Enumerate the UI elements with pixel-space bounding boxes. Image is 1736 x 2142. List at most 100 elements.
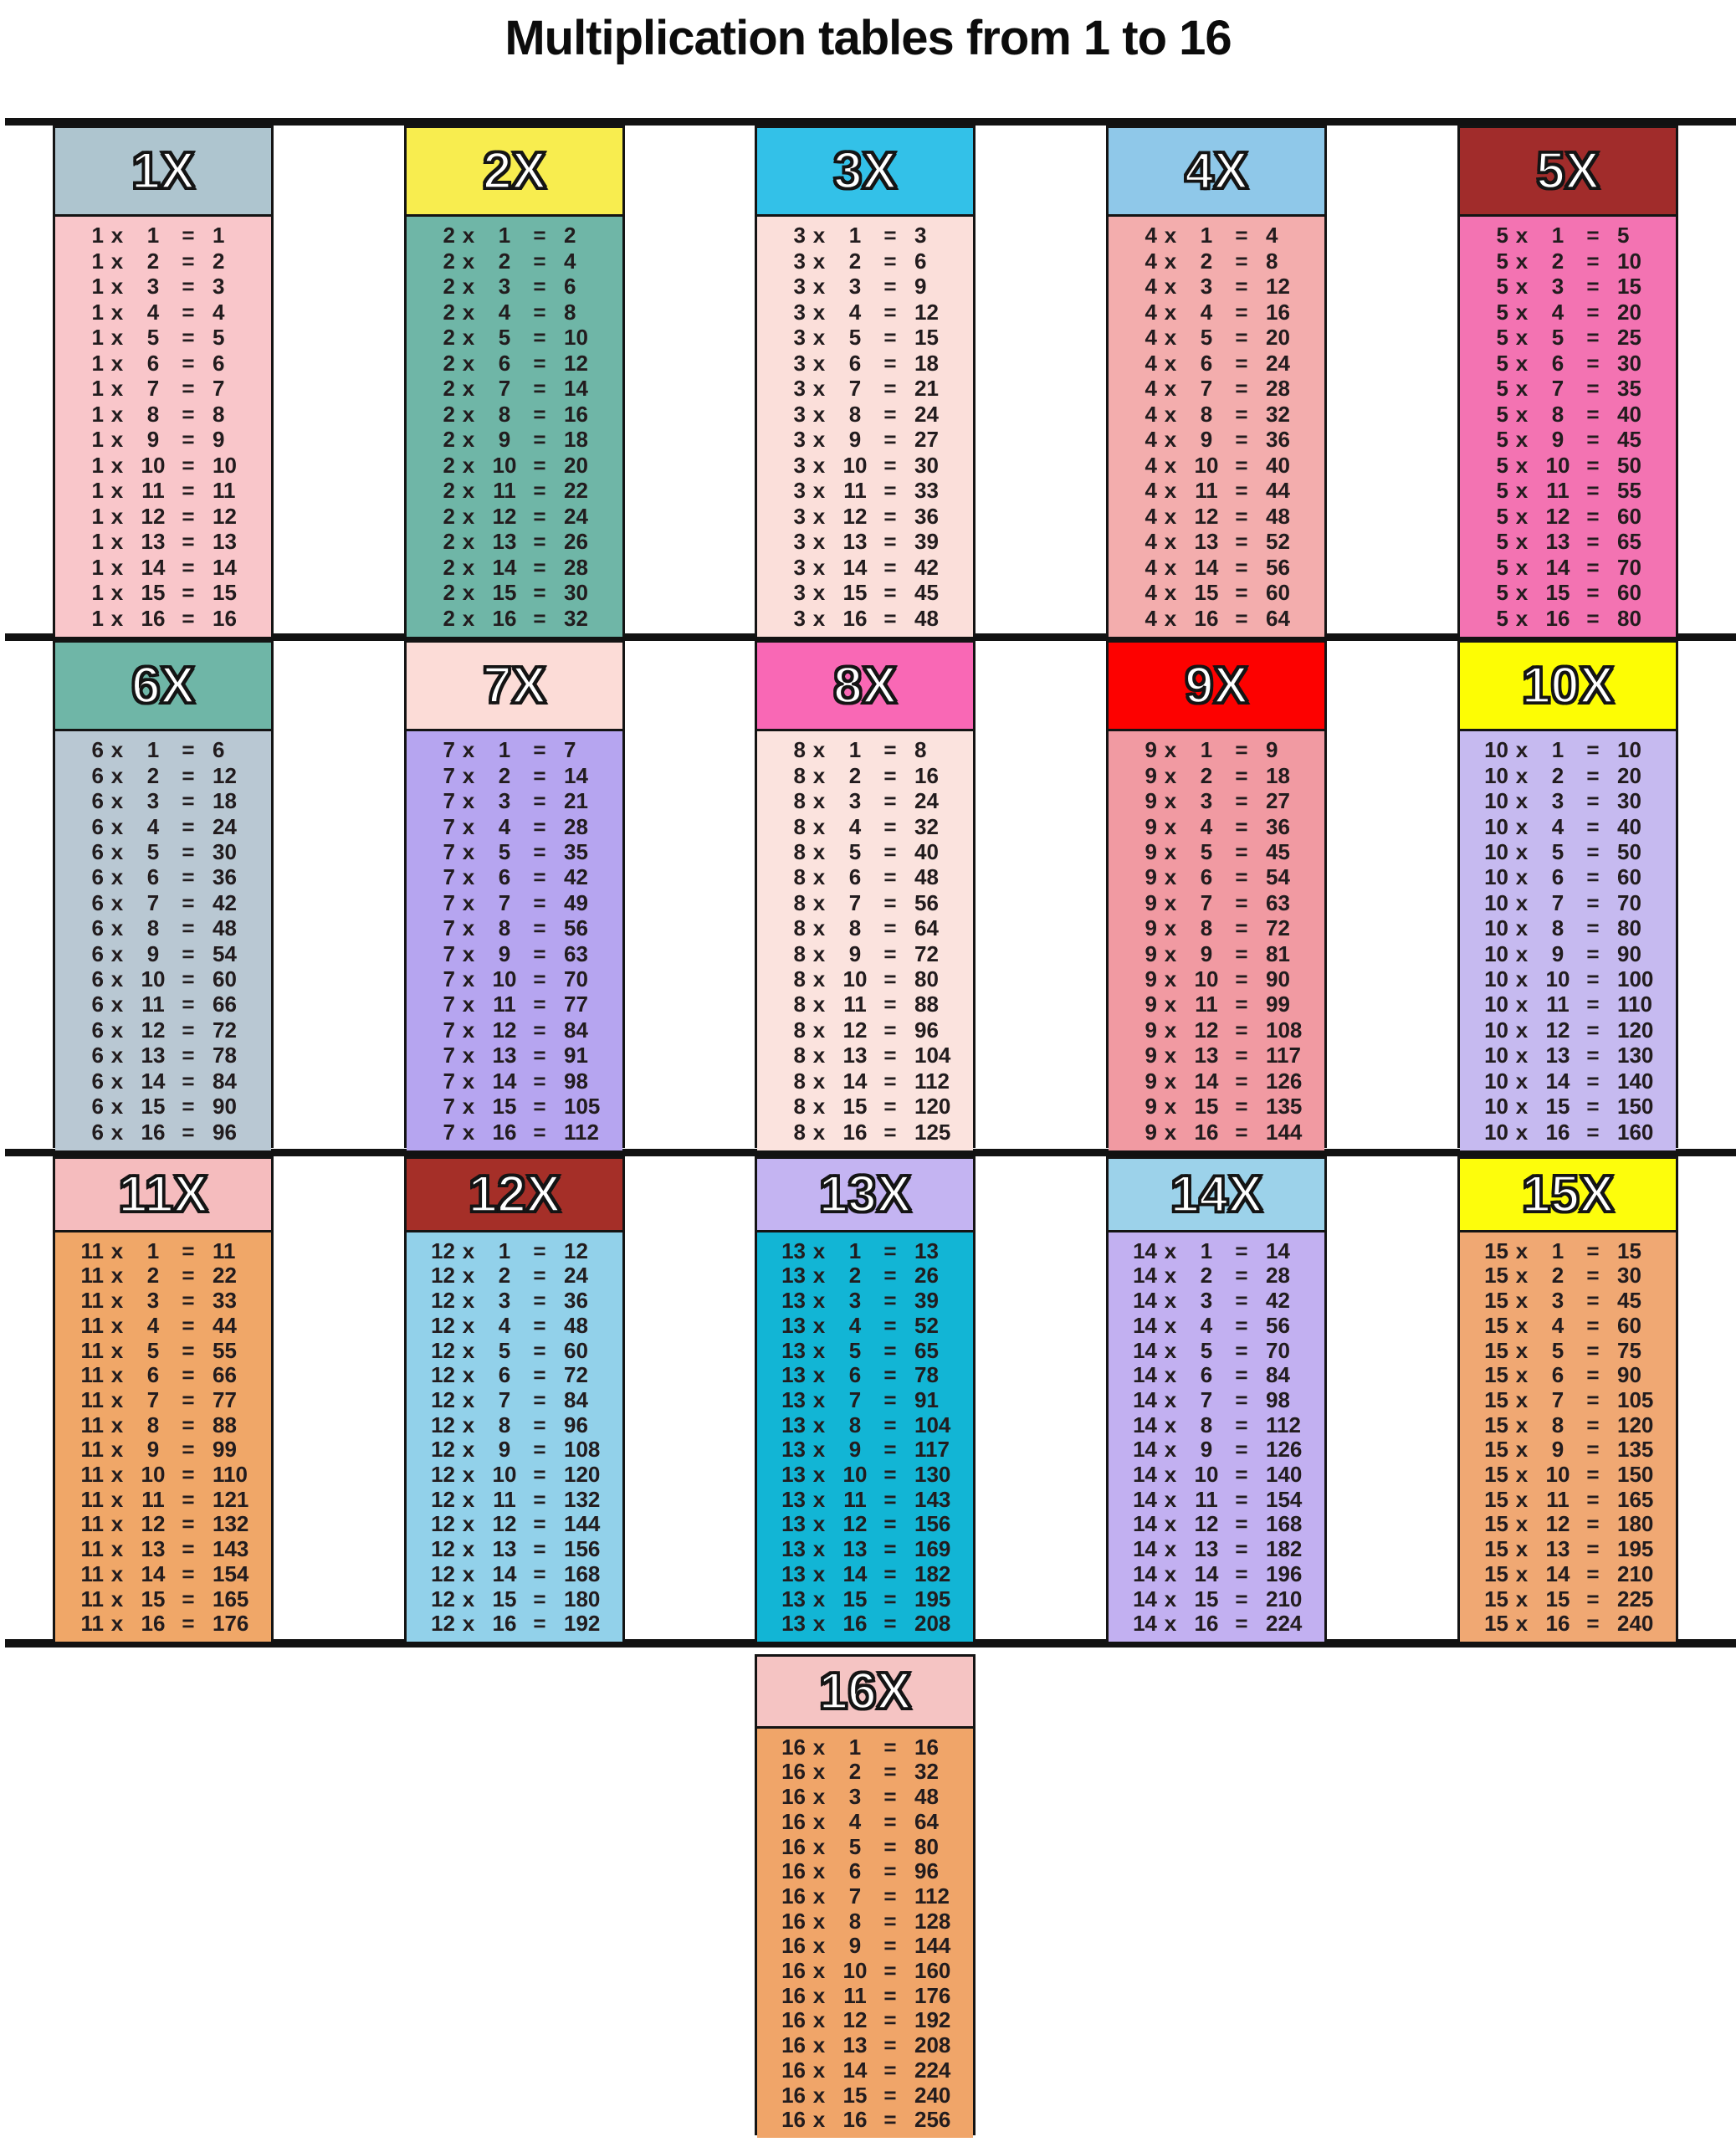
equation-f2: 11: [843, 992, 867, 1017]
equation-prod: 15: [213, 580, 237, 606]
equation-eqs: =: [533, 737, 546, 763]
equation-row: 9 x 6 = 54: [1122, 866, 1321, 888]
equation-f2: 4: [1200, 813, 1213, 839]
equation-op: x: [462, 248, 475, 274]
equation-prod: 60: [564, 1337, 588, 1363]
equation-prod: 72: [1266, 915, 1290, 941]
equation-f1: 11: [80, 1586, 105, 1612]
equation-f1: 5: [1496, 427, 1508, 453]
equation-f1: 12: [431, 1536, 455, 1562]
equation-row: 5 x 8 = 40: [1473, 403, 1672, 425]
equation-f1: 9: [1145, 1068, 1157, 1094]
equation-eqs: =: [182, 1386, 195, 1412]
equation-f1: 4: [1145, 478, 1157, 504]
equation-row: 11 x 13 = 143: [69, 1538, 268, 1560]
equation-prod: 154: [1266, 1486, 1303, 1512]
equation-op: x: [1515, 1412, 1529, 1437]
equation-op: x: [110, 401, 124, 427]
equation-op: x: [812, 1784, 826, 1810]
table-header-label: 4X: [1109, 128, 1324, 217]
equation-op: x: [812, 274, 826, 300]
equation-f1: 14: [1133, 1511, 1157, 1537]
equation-prod: 24: [564, 1263, 588, 1289]
equation-eqs: =: [182, 452, 195, 478]
equation-eqs: =: [1586, 1288, 1600, 1314]
equation-row: 4 x 13 = 52: [1122, 530, 1321, 552]
equation-f1: 11: [80, 1486, 105, 1512]
equation-f2: 14: [141, 1068, 166, 1094]
equation-prod: 84: [564, 1017, 588, 1043]
equation-op: x: [812, 2057, 826, 2083]
equation-eqs: =: [883, 1784, 897, 1810]
equation-eqs: =: [1235, 350, 1248, 376]
equation-prod: 96: [213, 1119, 237, 1145]
equation-f1: 9: [1145, 889, 1157, 915]
equation-prod: 27: [1266, 788, 1290, 814]
equation-prod: 32: [564, 605, 588, 631]
equation-op: x: [110, 1486, 124, 1512]
equation-eqs: =: [883, 1982, 897, 2008]
equation-f1: 11: [80, 1511, 105, 1537]
equation-eqs: =: [1235, 1337, 1248, 1363]
equation-f1: 14: [1133, 1462, 1157, 1488]
equation-eqs: =: [883, 248, 897, 274]
equation-eqs: =: [883, 376, 897, 402]
equation-eqs: =: [1586, 1611, 1600, 1637]
equation-f2: 1: [498, 223, 511, 249]
equation-op: x: [1515, 605, 1529, 631]
equation-op: x: [812, 1759, 826, 1785]
equation-f1: 14: [1133, 1536, 1157, 1562]
equation-f1: 14: [1133, 1437, 1157, 1463]
equation-row: 11 x 14 = 154: [69, 1563, 268, 1585]
equation-eqs: =: [1235, 1263, 1248, 1289]
equation-op: x: [110, 1068, 124, 1094]
equation-prod: 70: [1617, 889, 1641, 915]
equation-prod: 48: [564, 1312, 588, 1338]
equation-f2: 15: [492, 1094, 517, 1120]
table-body: 5 x 1 = 5 5 x 2 = 10 5 x 3 = 15 5 x 4 = 20 5 x 5 = 25 5 x 6 = 30 5 x 7 = 3…: [1460, 217, 1676, 637]
equation-f2: 8: [848, 1412, 862, 1437]
equation-eqs: =: [533, 1586, 546, 1612]
equation-eqs: =: [533, 839, 546, 865]
equation-prod: 120: [1617, 1017, 1654, 1043]
equation-prod: 56: [1266, 554, 1290, 580]
equation-f1: 9: [1145, 1017, 1157, 1043]
equation-f1: 10: [1484, 788, 1508, 814]
equation-op: x: [1515, 376, 1529, 402]
equation-prod: 65: [914, 1337, 939, 1363]
equation-op: x: [462, 1263, 475, 1289]
equation-f1: 6: [91, 737, 104, 763]
equation-prod: 28: [1266, 1263, 1290, 1289]
equation-op: x: [1164, 1386, 1177, 1412]
equation-op: x: [462, 554, 475, 580]
equation-prod: 180: [564, 1586, 601, 1612]
equation-row: 13 x 13 = 169: [771, 1538, 970, 1560]
equation-op: x: [812, 889, 826, 915]
equation-f1: 3: [793, 376, 806, 402]
separator-line-3: [5, 1149, 1736, 1156]
equation-op: x: [812, 813, 826, 839]
equation-f1: 6: [91, 762, 104, 788]
equation-f1: 11: [80, 1362, 105, 1388]
equation-f2: 12: [842, 2007, 868, 2033]
equation-f1: 16: [781, 1908, 806, 1934]
equation-row: 12 x 11 = 132: [420, 1489, 619, 1510]
equation-prod: 2: [564, 223, 576, 249]
equation-op: x: [1164, 1238, 1177, 1263]
equation-row: 15 x 2 = 30: [1473, 1264, 1672, 1286]
equation-f1: 5: [1496, 401, 1508, 427]
equation-f2: 15: [842, 2082, 868, 2108]
equation-row: 5 x 12 = 60: [1473, 505, 1672, 527]
equation-prod: 44: [1266, 478, 1290, 504]
equation-f1: 6: [91, 915, 104, 941]
equation-op: x: [462, 864, 475, 890]
equation-row: 1 x 12 = 12: [69, 505, 268, 527]
equation-eqs: =: [1586, 1238, 1600, 1263]
equation-eqs: =: [883, 1386, 897, 1412]
equation-eqs: =: [533, 1017, 546, 1043]
equation-prod: 77: [213, 1386, 237, 1412]
equation-row: 1 x 10 = 10: [69, 454, 268, 476]
equation-f1: 7: [443, 737, 455, 763]
equation-eqs: =: [1586, 248, 1600, 274]
equation-eqs: =: [1586, 1386, 1600, 1412]
